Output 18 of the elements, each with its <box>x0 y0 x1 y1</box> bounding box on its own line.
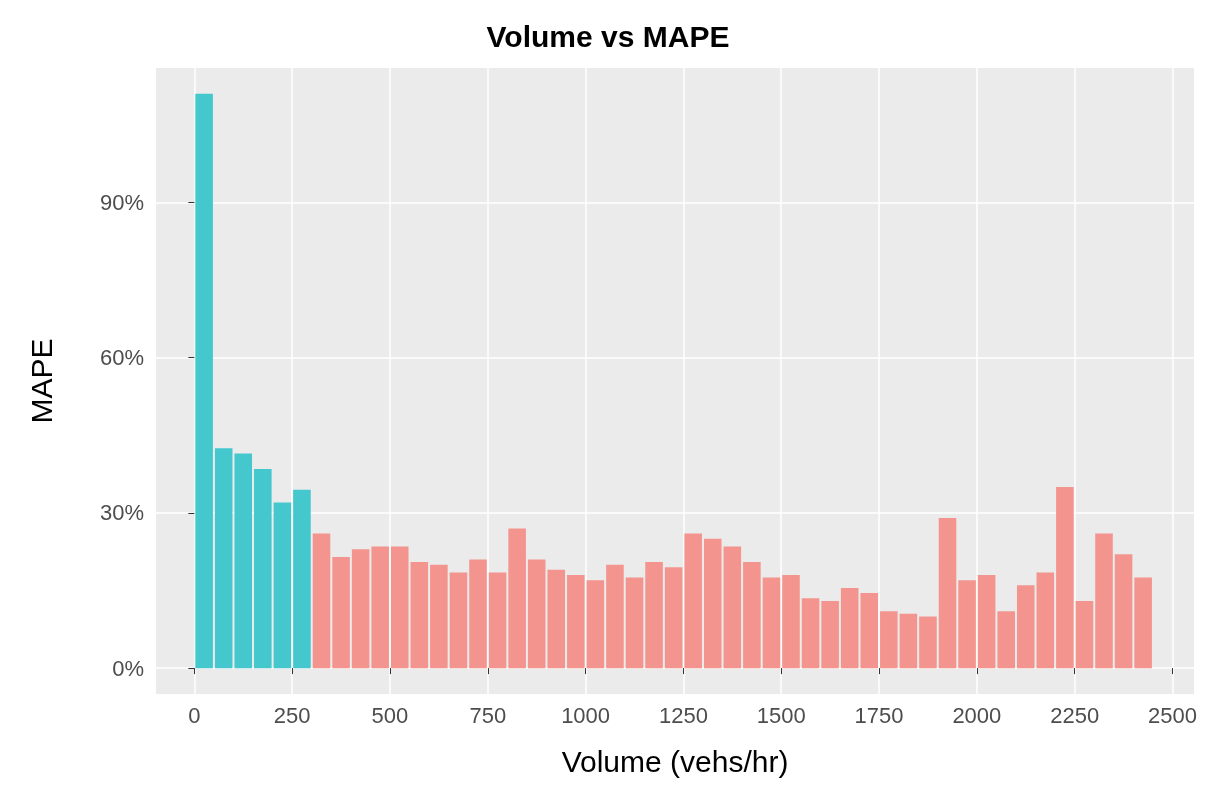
x-tick-label: 2500 <box>1148 702 1197 728</box>
chart-title: Volume vs MAPE <box>486 19 730 53</box>
x-tick-label: 2250 <box>1050 702 1100 728</box>
x-tick-label: 500 <box>371 702 409 728</box>
y-tick-label: 60% <box>99 345 144 371</box>
x-tick-label: 1000 <box>561 702 611 728</box>
y-tick-label: 30% <box>99 500 144 526</box>
x-tick-label: 750 <box>469 702 507 728</box>
x-tick-label: 0 <box>188 702 201 728</box>
x-tick-label: 1250 <box>658 702 708 728</box>
y-tick-label: 90% <box>99 190 144 216</box>
y-tick-label: 0% <box>112 655 144 681</box>
y-axis-title: MAPE <box>24 338 58 424</box>
x-axis-title: Volume (vehs/hr) <box>561 744 789 778</box>
x-tick-label: 1500 <box>756 702 806 728</box>
x-tick-label: 2000 <box>952 702 1002 728</box>
x-tick-label: 1750 <box>854 702 904 728</box>
x-tick-label: 250 <box>273 702 311 728</box>
